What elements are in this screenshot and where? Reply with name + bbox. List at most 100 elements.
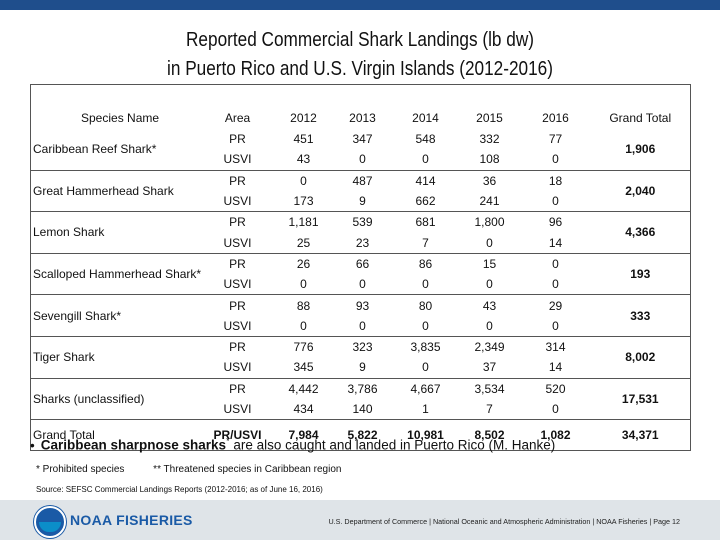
value-cell: 0 [359, 277, 366, 292]
value-cell: 0 [422, 318, 429, 333]
value-cell: 173 [293, 194, 314, 209]
grand-total-cell: 17,531 [621, 391, 659, 406]
value-cell: 0 [422, 277, 429, 292]
header-area: Area [224, 111, 251, 125]
table-row: Caribbean Reef Shark* PR 451 347 548 332… [31, 129, 691, 156]
value-cell: 0 [552, 256, 559, 271]
value-cell: 520 [545, 381, 566, 396]
value-cell: 0 [359, 152, 366, 167]
note-bold-text: Caribbean sharpnose sharks [40, 437, 227, 453]
area-cell: PR [229, 173, 246, 188]
value-cell: 80 [418, 298, 433, 313]
bullet-glyph: • [30, 437, 35, 453]
table-row: USVI 0 0 0 0 0 [30, 274, 691, 295]
header-2015: 2015 [476, 111, 503, 125]
header-2016: 2016 [542, 111, 569, 125]
table-row: USVI 434 140 1 7 0 [30, 399, 691, 420]
value-cell: 548 [415, 132, 436, 147]
header-2013: 2013 [349, 111, 376, 125]
value-cell: 0 [422, 152, 429, 167]
table-row: USVI 25 23 7 0 14 [30, 232, 691, 254]
grand-total-cell: 4,366 [625, 225, 656, 240]
value-cell: 0 [300, 277, 307, 292]
species-name: Caribbean Reef Shark* [33, 142, 157, 157]
value-cell: 9 [359, 360, 366, 375]
value-cell: 4,442 [288, 381, 319, 396]
value-cell: 539 [352, 215, 373, 230]
value-cell: 3,786 [347, 381, 378, 396]
area-cell: USVI [223, 152, 252, 167]
value-cell: 3,835 [410, 340, 441, 355]
page-title: Reported Commercial Shark Landings (lb d… [50, 26, 669, 84]
value-cell: 14 [548, 360, 563, 375]
value-cell: 2,349 [474, 340, 505, 355]
value-cell: 88 [296, 298, 311, 313]
area-cell: PR [229, 215, 246, 230]
table-row: USVI 345 9 0 37 14 [30, 357, 691, 379]
value-cell: 0 [552, 194, 559, 209]
area-cell: USVI [223, 360, 252, 375]
species-name: Great Hammerhead Shark [33, 183, 174, 198]
grand-total-cell: 2,040 [625, 183, 656, 198]
area-cell: USVI [223, 402, 252, 416]
area-cell: USVI [223, 318, 252, 333]
area-cell: USVI [223, 235, 252, 250]
value-cell: 314 [545, 340, 566, 355]
value-cell: 93 [355, 298, 370, 313]
value-cell: 0 [552, 277, 559, 292]
value-cell: 36 [482, 173, 497, 188]
grand-total-cell: 193 [630, 267, 651, 282]
species-name: Lemon Shark [33, 225, 105, 240]
footnote-prohibited: * Prohibited species [36, 464, 125, 475]
title-line-2: in Puerto Rico and U.S. Virgin Islands (… [167, 58, 553, 80]
table-header-row: Species Name Area 2012 2013 2014 2015 20… [30, 84, 691, 130]
value-cell: 487 [352, 173, 373, 188]
value-cell: 323 [352, 340, 373, 355]
table-row: Sharks (unclassified) PR 4,442 3,786 4,6… [31, 378, 691, 406]
value-cell: 345 [293, 360, 314, 375]
table-row: USVI 43 0 0 108 0 [30, 149, 691, 171]
source-citation: Source: SEFSC Commercial Landings Report… [36, 485, 323, 494]
value-cell: 1,181 [288, 215, 319, 230]
value-cell: 332 [479, 132, 500, 147]
value-cell: 0 [552, 318, 559, 333]
value-cell: 414 [415, 173, 436, 188]
header-2012: 2012 [290, 111, 317, 125]
value-cell: 25 [296, 235, 311, 250]
grand-total-cell: 1,906 [625, 142, 656, 157]
value-cell: 4,667 [410, 381, 441, 396]
value-cell: 66 [355, 256, 370, 271]
area-cell: PR [229, 298, 246, 313]
value-cell: 43 [296, 152, 311, 167]
table-row: Great Hammerhead Shark PR 0 487 414 36 1… [31, 170, 691, 198]
value-cell: 0 [300, 318, 307, 333]
value-cell: 0 [486, 318, 493, 333]
area-cell: PR [229, 340, 246, 355]
note-superscript: * [226, 436, 230, 446]
value-cell: 241 [479, 194, 500, 209]
value-cell: 15 [482, 256, 497, 271]
total-label: Grand Total [30, 419, 201, 452]
value-cell: 37 [482, 360, 497, 375]
area-cell: USVI [223, 194, 252, 209]
value-cell: 7 [422, 235, 429, 250]
value-cell: 0 [552, 152, 559, 167]
value-cell: 0 [552, 402, 559, 416]
value-cell: 1 [422, 402, 429, 416]
value-cell: 347 [352, 132, 373, 147]
header-2014: 2014 [412, 111, 439, 125]
area-cell: PR [229, 132, 246, 147]
value-cell: 140 [352, 402, 373, 416]
note-text: are also caught and landed in Puerto Ric… [229, 437, 556, 453]
species-name: Tiger Shark [33, 350, 95, 365]
value-cell: 451 [293, 132, 314, 147]
value-cell: 0 [486, 277, 493, 292]
table-row: Scalloped Hammerhead Shark** PR 26 66 86… [31, 253, 691, 281]
value-cell: 776 [293, 340, 314, 355]
value-cell: 0 [300, 173, 307, 188]
table-row: Lemon Shark PR 1,181 539 681 1,800 96 4,… [31, 212, 691, 239]
value-cell: 7 [486, 402, 493, 416]
value-cell: 9 [359, 194, 366, 209]
value-cell: 43 [482, 298, 497, 313]
total-2012: 7,984 [274, 419, 333, 452]
